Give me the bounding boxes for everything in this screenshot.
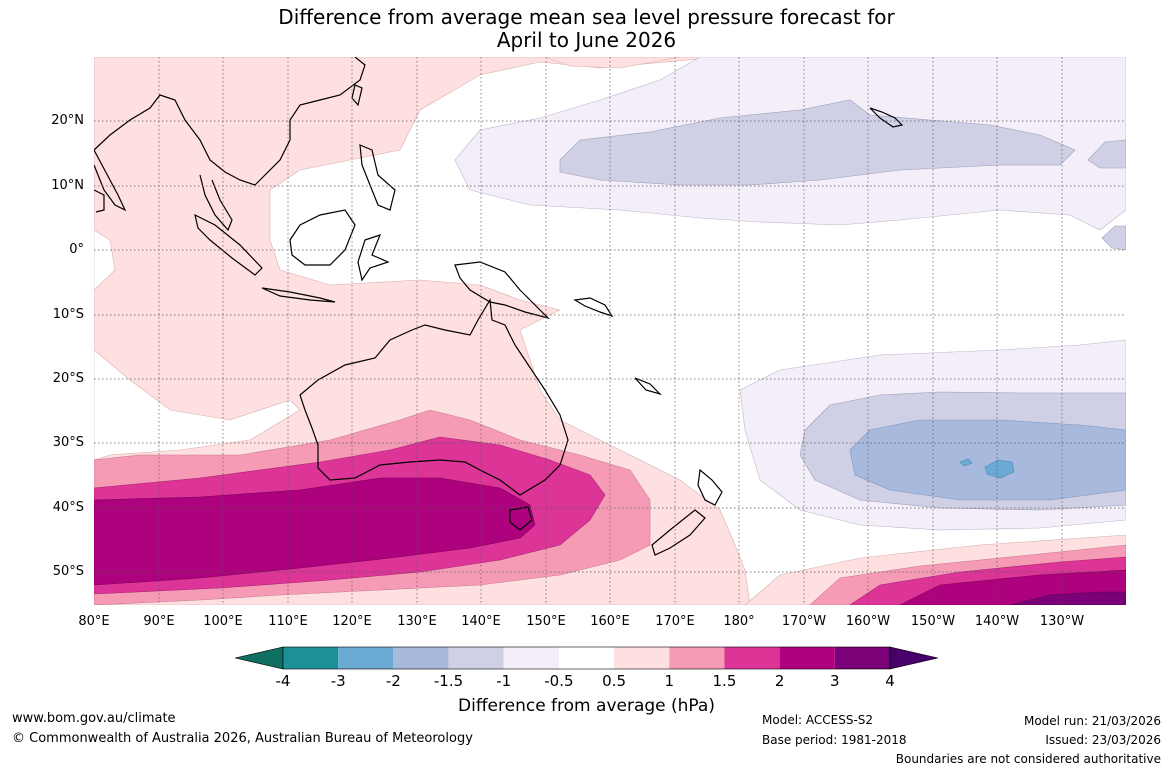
colorbar-tick-label: -0.5 [544,672,574,690]
boundary-disclaimer: Boundaries are not considered authoritat… [895,752,1161,766]
coastline-sri-lanka [94,189,105,213]
contour-gap-west-ocean [94,229,116,291]
lon-label-140e: 140°E [461,614,501,629]
lon-label-140w: 140°W [974,614,1020,629]
colorbar-tick-label: 2 [774,672,785,690]
lat-label-10s: 10°S [52,307,84,322]
colorbar-swatch [503,647,559,669]
colorbar-tick-label: 1.5 [712,672,737,690]
coastline-india [94,149,127,212]
colorbar-tick-label: -1 [496,672,512,690]
coastline-tasmania [509,506,533,531]
coastline-sumatra [194,213,263,276]
coastline-malay-peninsula [199,174,233,232]
contour-band-neg2-neg3-south-small [959,458,973,467]
colorbar-swatch [779,647,835,669]
lon-label-180: 180° [723,614,755,629]
colorbar-tick-label: -1.5 [433,672,464,690]
lon-label-150w: 150°W [910,614,956,629]
colorbar-swatch [669,647,725,669]
coastline-new-zealand-north [697,468,723,506]
lon-label-170w: 170°W [781,614,827,629]
colorbar-tick-label: -4 [275,672,291,690]
colorbar-swatch [283,647,339,669]
colorbar-title: Difference from average (hPa) [458,696,715,716]
coastlines [94,57,904,556]
lon-label-160w: 160°W [845,614,891,629]
model-run-date: Model run: 21/03/2026 [1023,714,1161,728]
colorbar-tick-label: 4 [885,672,895,690]
lat-label-50s: 50°S [52,564,84,579]
coastline-australia [299,298,569,496]
colorbar-swatches [234,646,939,670]
coastline-sulawesi [357,234,390,282]
colorbar-tick-label: 3 [830,672,840,690]
coastline-borneo [289,209,356,266]
contour-band-3-4-southeast [1009,591,1126,605]
lon-label-120e: 120°E [332,614,372,629]
colorbar-swatch [558,647,615,669]
lon-label-110e: 110°E [268,614,308,629]
lon-label-90e: 90°E [143,614,175,629]
lat-label-0: 0° [69,242,84,257]
colorbar-swatch [724,647,780,669]
colorbar-swatch [448,647,504,669]
lon-label-130w: 130°W [1039,614,1085,629]
coastline-new-guinea [454,261,550,320]
colorbar-swatch [834,647,890,669]
coastline-taiwan [351,84,363,107]
lat-label-10n: 10°N [51,178,84,193]
contour-band-neg1.5-neg2-south [849,419,1126,501]
issued-date: Issued: 23/03/2026 [1045,733,1161,747]
colorbar-tick-label: 1 [664,672,675,690]
colorbar-tick-label: -3 [330,672,346,690]
coastline-hawaii [869,107,904,128]
contour-band-neg1-neg1.5-north [559,99,1076,186]
website-link[interactable]: www.bom.gov.au/climate [12,711,176,726]
lat-label-20n: 20°N [51,113,84,128]
coastline-java [261,287,336,303]
contour-band-neg2-neg3-south [984,459,1015,479]
colorbar-swatch [393,647,449,669]
copyright-notice: © Commonwealth of Australia 2026, Austra… [12,731,473,746]
lon-label-80e: 80°E [78,614,110,629]
anomaly-field [94,57,1126,605]
model-name: Model: ACCESS-S2 [762,713,874,727]
contour-band-neg1-neg1.5-east-eq [1087,139,1126,169]
contour-band-neg1-neg1.5-east-eq2 [1101,225,1126,251]
colorbar-under-arrow [234,646,284,670]
coastline-philippines [359,144,396,211]
base-period: Base period: 1981-2018 [762,733,907,747]
coastline-new-caledonia [634,377,663,396]
lon-label-160e: 160°E [590,614,630,629]
lat-label-40s: 40°S [52,500,84,515]
coastline-solomons [573,297,614,318]
lat-label-30s: 30°S [52,435,84,450]
lat-label-20s: 20°S [52,371,84,386]
lon-label-100e: 100°E [203,614,243,629]
contour-band-0.5-1-top [544,57,681,69]
coastline-new-zealand-south [651,509,706,556]
lon-label-170e: 170°E [655,614,695,629]
chart-title-line-1: Difference from average mean sea level p… [278,5,895,29]
colorbar-tick-label: -2 [385,672,401,690]
lon-label-130e: 130°E [397,614,437,629]
coastline-asia-mainland [94,57,366,186]
colorbar-tick-label: 0.5 [602,672,626,690]
contour-band-2-3 [94,477,536,586]
graticule [94,57,1126,605]
colorbar-outline [282,646,891,670]
colorbar-over-arrow [889,646,939,670]
lon-label-150e: 150°E [526,614,566,629]
contour-gap-south-indian [94,349,301,461]
chart-title-line-2: April to June 2026 [496,28,677,52]
colorbar-swatch [338,647,394,669]
colorbar-swatch [614,647,670,669]
